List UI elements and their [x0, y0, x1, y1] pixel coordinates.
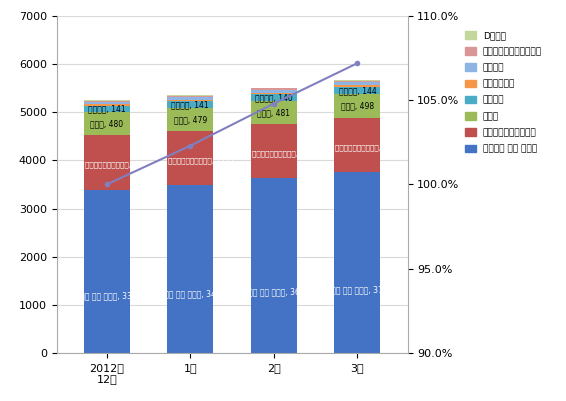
Bar	[84, 100, 130, 101]
Bar	[251, 124, 297, 178]
Bar	[84, 102, 130, 104]
Bar	[84, 105, 130, 112]
Bar	[335, 80, 380, 81]
Text: カノテコ, 144: カノテコ, 144	[338, 86, 376, 95]
Text: オリックスカーシェア, 1125: オリックスカーシェア, 1125	[252, 151, 319, 158]
Text: カレコ, 481: カレコ, 481	[258, 108, 290, 117]
Bar	[168, 99, 213, 101]
Bar	[84, 101, 130, 102]
Bar	[168, 97, 213, 99]
Text: タイムズ カー プラス, 3489: タイムズ カー プラス, 3489	[155, 290, 225, 299]
Text: カレコ, 498: カレコ, 498	[341, 102, 374, 111]
Bar	[84, 112, 130, 136]
Bar	[84, 136, 130, 190]
Bar	[335, 85, 380, 87]
Text: オリックスカーシェア, 1127: オリックスカーシェア, 1127	[335, 145, 402, 151]
Bar	[251, 88, 297, 89]
Text: カノテコ, 141: カノテコ, 141	[171, 100, 209, 109]
Bar	[251, 101, 297, 124]
Text: オリックスカーシェア, 1123: オリックスカーシェア, 1123	[85, 162, 152, 168]
Legend: Dシェア, カーシェアリング・ワン, エコロカ, アース・カー, カノテコ, カレコ, オリックスカーシェア, タイムズ カー プラス: Dシェア, カーシェアリング・ワン, エコロカ, アース・カー, カノテコ, カ…	[461, 27, 546, 157]
Text: カレコ, 479: カレコ, 479	[174, 115, 207, 124]
Bar	[251, 89, 297, 90]
Text: タイムズ カー プラス, 3624: タイムズ カー プラス, 3624	[239, 288, 309, 296]
Bar	[168, 131, 213, 185]
Text: カノテコ, 140: カノテコ, 140	[255, 93, 293, 102]
Text: オリックスカーシェア, 1121: オリックスカーシェア, 1121	[168, 158, 235, 164]
Bar	[335, 87, 380, 94]
Text: カレコ, 480: カレコ, 480	[90, 119, 123, 128]
Bar	[84, 190, 130, 353]
Bar	[168, 108, 213, 131]
Bar	[335, 172, 380, 353]
Text: タイムズ カー プラス, 3751: タイムズ カー プラス, 3751	[322, 285, 393, 294]
Bar	[335, 82, 380, 85]
Text: カノテコ, 141: カノテコ, 141	[88, 105, 126, 113]
Bar	[251, 95, 297, 101]
Bar	[335, 94, 380, 118]
Bar	[84, 104, 130, 105]
Bar	[251, 93, 297, 95]
Text: タイムズ カー プラス, 3395: タイムズ カー プラス, 3395	[71, 291, 142, 300]
Bar	[335, 81, 380, 82]
Bar	[168, 101, 213, 108]
Bar	[335, 118, 380, 172]
Bar	[251, 178, 297, 353]
Bar	[168, 185, 213, 353]
Bar	[251, 90, 297, 93]
Bar	[168, 95, 213, 97]
